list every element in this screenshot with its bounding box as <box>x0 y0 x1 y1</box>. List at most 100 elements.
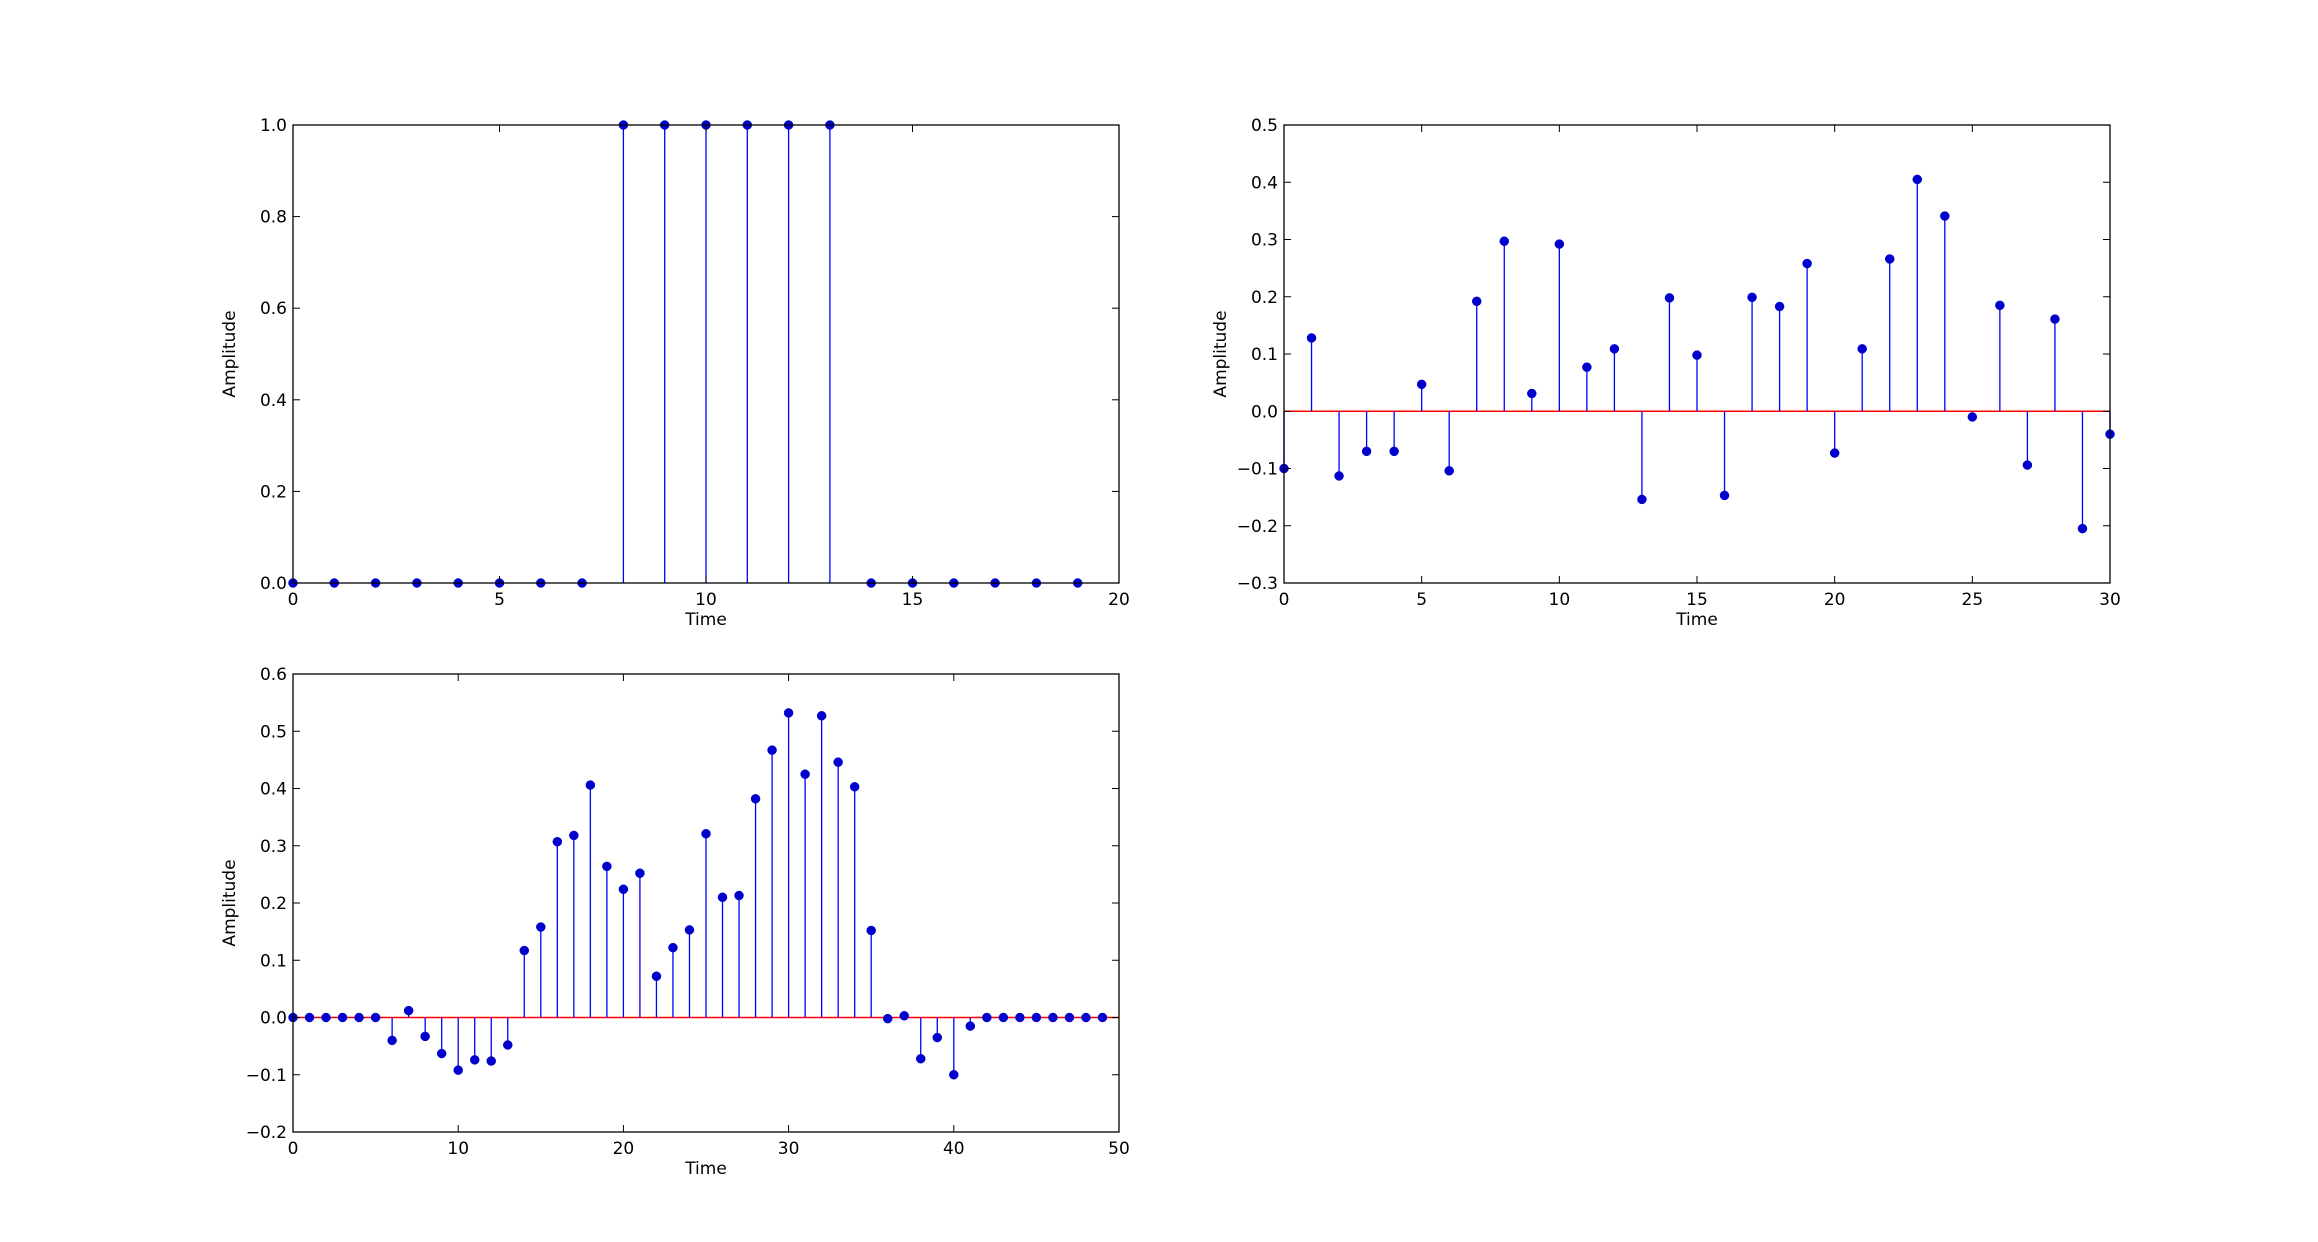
y-tick-label: 0.5 <box>260 722 287 742</box>
stem-marker <box>304 1012 315 1023</box>
stem-marker <box>635 868 645 878</box>
y-tick-label: 0.4 <box>260 391 287 411</box>
x-tick-label: 15 <box>902 590 924 610</box>
stem-marker <box>1940 211 1950 221</box>
y-tick-label: 0.2 <box>260 894 287 914</box>
stem-marker <box>354 1012 364 1023</box>
stem-marker <box>1747 292 1757 303</box>
stem-marker <box>1637 494 1647 505</box>
stem-marker <box>2077 523 2088 534</box>
x-tick-label: 25 <box>1962 590 1984 610</box>
stem-marker <box>519 945 530 956</box>
stem-marker <box>1097 1012 1108 1023</box>
y-tick-label: −0.1 <box>1237 460 1278 480</box>
stem-marker <box>2050 314 2060 324</box>
stem-marker <box>701 828 711 839</box>
x-tick-label: 30 <box>778 1139 800 1159</box>
x-tick-label: 20 <box>1108 590 1130 610</box>
y-tick-label: 0.1 <box>1251 345 1278 365</box>
stem-marker <box>734 890 744 901</box>
stem-marker <box>1064 1012 1075 1023</box>
stem-marker <box>585 780 596 790</box>
x-tick-label: 15 <box>1686 590 1708 610</box>
stem-marker <box>420 1031 430 1042</box>
stem-marker <box>1912 174 1923 185</box>
stem-marker <box>469 1055 480 1065</box>
stem-marker <box>486 1056 496 1066</box>
stem-marker <box>503 1040 513 1050</box>
y-tick-label: 0.0 <box>260 574 287 594</box>
stem-marker <box>1857 344 1867 354</box>
stem-marker <box>684 925 695 935</box>
x-tick-label: 0 <box>1279 590 1290 610</box>
chart-top-right: 0 5 10 15 20 25 30 −0.3 −0.2 −0.1 0.0 0.1 0.2 0.3 0.4 0… <box>1211 116 2121 630</box>
stem-marker <box>1967 412 1978 422</box>
x-tick-label: 10 <box>695 590 717 610</box>
stem-marker <box>750 794 761 804</box>
stem-marker <box>949 1070 959 1080</box>
x-tick-label: 0 <box>288 1139 299 1159</box>
stem-marker <box>717 892 728 903</box>
x-tick-label: 5 <box>1416 590 1427 610</box>
stem-marker <box>536 922 546 932</box>
stem-marker <box>1471 296 1482 307</box>
y-tick-label: 0.6 <box>260 299 287 319</box>
y-tick-label: 1.0 <box>260 116 287 136</box>
y-tick-label: 0.6 <box>260 665 287 685</box>
y-tick-label: 0.2 <box>260 482 287 502</box>
y-tick-label: 0.0 <box>260 1009 287 1029</box>
stem-marker <box>998 1012 1009 1023</box>
stem-marker <box>783 708 794 718</box>
stem-marker <box>321 1012 331 1023</box>
chart-top-left: 0 5 10 15 20 0.0 0.2 0.4 0.6 0.8 1.0 Time Amplitude <box>220 116 1130 630</box>
stem-marker <box>1802 258 1812 269</box>
y-tick-label: 0.8 <box>260 208 287 228</box>
x-axis-label: Time <box>684 610 727 630</box>
stem-marker <box>436 1048 447 1059</box>
stem-marker <box>1334 471 1344 481</box>
stem-marker <box>899 1011 909 1021</box>
x-axis-label: Time <box>1675 610 1718 630</box>
y-axis-label: Amplitude <box>1211 310 1231 397</box>
stem-marker <box>965 1021 976 1031</box>
stem-marker <box>1582 362 1592 372</box>
stem-marker <box>1444 466 1454 476</box>
stem-marker <box>2022 460 2033 470</box>
x-tick-label: 20 <box>613 1139 635 1159</box>
y-tick-label: 0.4 <box>1251 173 1278 193</box>
stem-marker <box>833 757 843 767</box>
stem-marker <box>1389 446 1399 457</box>
x-tick-label: 50 <box>1108 1139 1130 1159</box>
stem-marker <box>1048 1012 1058 1023</box>
stem-marker <box>1361 446 1372 457</box>
stem-marker <box>1081 1012 1091 1023</box>
stem-marker <box>668 942 678 953</box>
stem-marker <box>1306 333 1317 343</box>
stem-marker <box>552 836 563 847</box>
y-tick-label: 0.3 <box>260 837 287 857</box>
stem-marker <box>816 711 827 721</box>
y-tick-label: 0.3 <box>1251 231 1278 251</box>
stem-marker <box>916 1053 926 1064</box>
stem-marker <box>453 1065 463 1075</box>
y-tick-label: 0.5 <box>1251 116 1278 136</box>
x-tick-label: 0 <box>288 590 299 610</box>
y-tick-label: −0.2 <box>1237 517 1278 537</box>
stem-marker <box>1031 1012 1042 1023</box>
chart-bottom-left: 0 10 20 30 40 50 −0.2 −0.1 0.0 0.1 0.2 0.3 0.4 0.5 0.6… <box>220 665 1130 1179</box>
stem-marker <box>1692 350 1702 360</box>
stem-marker <box>1609 344 1620 354</box>
stem-marker <box>932 1032 943 1043</box>
stem-marker <box>651 971 662 982</box>
stem-marker <box>1829 448 1840 458</box>
x-tick-label: 30 <box>2099 590 2121 610</box>
y-tick-label: 0.2 <box>1251 288 1278 308</box>
x-tick-label: 10 <box>1549 590 1571 610</box>
stem-marker <box>1015 1012 1025 1023</box>
stem-marker <box>1719 490 1730 501</box>
y-axis-label: Amplitude <box>220 859 240 946</box>
y-tick-label: −0.2 <box>246 1123 287 1143</box>
y-tick-label: 0.4 <box>260 780 287 800</box>
x-tick-label: 5 <box>494 590 505 610</box>
stem-marker <box>403 1005 414 1016</box>
